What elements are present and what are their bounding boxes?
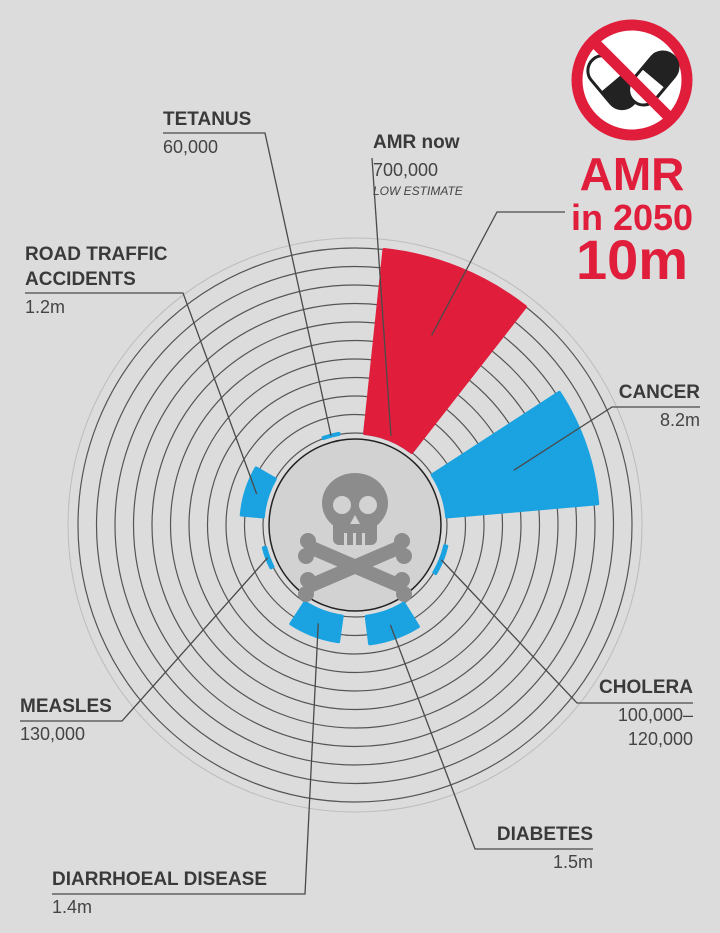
ring: [77, 247, 633, 803]
leader-line: [163, 132, 332, 436]
ring: [114, 284, 596, 766]
value-label: 120,000: [628, 729, 693, 749]
headline: in 2050: [571, 197, 693, 238]
leader-line: [389, 624, 593, 850]
segment-name: CHOLERA: [599, 677, 693, 698]
bar: [432, 544, 449, 576]
leader-line: [440, 559, 693, 704]
leader-line: [371, 157, 392, 437]
segment-name: ACCIDENTS: [25, 269, 136, 290]
segment-name: TETANUS: [163, 109, 251, 130]
ring: [262, 432, 448, 618]
segment-name: MEASLES: [20, 696, 112, 717]
bar: [430, 390, 600, 519]
skull-icon: [298, 473, 412, 602]
segment-name: DIABETES: [497, 824, 593, 845]
leader-line: [20, 557, 269, 722]
bar: [239, 466, 277, 519]
bars: [239, 248, 600, 646]
headline: AMR: [580, 148, 685, 200]
no-pills-icon: [571, 19, 693, 141]
ring: [206, 376, 504, 674]
segment-name: AMR now: [373, 132, 460, 153]
segment-name: CANCER: [619, 382, 701, 403]
bar: [261, 545, 275, 570]
value-label: 1.5m: [553, 852, 593, 872]
ring: [95, 265, 615, 785]
ring: [188, 358, 522, 692]
ring: [169, 339, 541, 711]
bar: [321, 431, 341, 441]
bar: [364, 601, 420, 646]
leader-line: [431, 211, 565, 336]
value-label: 1.2m: [25, 297, 65, 317]
segment-name: ROAD TRAFFIC: [25, 244, 168, 265]
decor-ring: [67, 237, 643, 813]
ring: [243, 413, 467, 637]
value-label: 8.2m: [660, 410, 700, 430]
labels: TETANUS 60,000 AMR now 700,000 LOW ESTIMATE A…: [20, 109, 700, 917]
bar: [363, 248, 528, 455]
value-label: 700,000: [373, 160, 438, 180]
value-label: 100,000–: [618, 705, 693, 725]
leader-line: [25, 292, 258, 495]
ring: [132, 302, 578, 748]
ring: [151, 321, 559, 729]
value-label: 130,000: [20, 724, 85, 744]
rings: [77, 247, 633, 803]
value-label: 1.4m: [52, 897, 92, 917]
leader-line: [52, 623, 319, 895]
headline-value: 10m: [576, 228, 688, 291]
leader-line: [513, 406, 700, 471]
segment-name: DIARRHOEAL DISEASE: [52, 869, 267, 890]
value-label: 60,000: [163, 137, 218, 157]
value-note: LOW ESTIMATE: [373, 184, 464, 198]
bar: [289, 600, 344, 644]
ring: [225, 395, 485, 655]
